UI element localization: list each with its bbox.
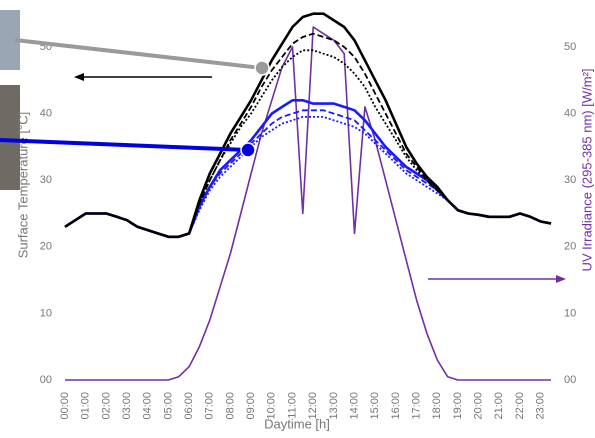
x-tick-label: 01:00 — [80, 392, 92, 420]
series-line — [64, 32, 552, 238]
y2-tick-label: 30 — [564, 174, 576, 186]
y-tick-label: 30 — [40, 174, 52, 186]
y-axis-title: Surface Temperature [°C] — [15, 112, 30, 259]
x-tick-label: 15:00 — [369, 392, 381, 420]
y-tick-label: 10 — [40, 307, 52, 319]
y2-tick-label: 50 — [564, 41, 576, 53]
callout-line — [0, 138, 249, 152]
arrow-head — [74, 73, 84, 81]
callout-dot — [254, 60, 270, 76]
photo-inset — [0, 85, 20, 190]
x-tick-label: 17:00 — [410, 392, 422, 420]
x-tick-label: 04:00 — [142, 392, 154, 420]
x-tick-label: 08:00 — [224, 392, 236, 420]
y-tick-label: 40 — [40, 108, 52, 120]
x-tick-label: 23:00 — [535, 392, 547, 420]
y2-axis-title: UV Irradiance (295-385 nm) [W/m²] — [579, 68, 594, 271]
arrow-head — [556, 275, 566, 283]
x-tick-label: 11:00 — [286, 392, 298, 419]
x-tick-label: 10:00 — [266, 392, 278, 420]
x-tick-label: 20:00 — [473, 392, 485, 420]
callout-line — [14, 38, 263, 70]
x-tick-label: 09:00 — [245, 392, 257, 420]
x-tick-label: 06:00 — [183, 392, 195, 420]
x-axis-title: Daytime [h] — [264, 416, 330, 431]
x-tick-label: 14:00 — [348, 392, 360, 420]
x-tick-label: 02:00 — [100, 392, 112, 420]
y2-tick-label: 20 — [564, 241, 576, 253]
x-tick-label: 13:00 — [328, 392, 340, 420]
x-tick-label: 03:00 — [121, 392, 133, 420]
x-tick-label: 05:00 — [162, 392, 174, 420]
series-line — [64, 116, 552, 238]
x-tick-label: 19:00 — [452, 392, 464, 420]
y-tick-label: 20 — [40, 241, 52, 253]
callouts — [0, 38, 270, 158]
y2-tick-label: 00 — [564, 374, 576, 386]
y2-tick-label: 10 — [564, 307, 576, 319]
callout-dot — [240, 142, 256, 158]
series-line — [64, 12, 552, 239]
x-tick-label: 07:00 — [204, 392, 216, 420]
x-tick-label: 16:00 — [390, 392, 402, 420]
y-tick-label: 00 — [40, 374, 52, 386]
annotations — [74, 73, 566, 283]
y2-tick-label: 40 — [564, 108, 576, 120]
x-tick-label: 21:00 — [493, 392, 505, 420]
series-line — [64, 49, 552, 238]
x-tick-label: 22:00 — [514, 392, 526, 420]
x-tick-label: 18:00 — [431, 392, 443, 420]
x-tick-label: 12:00 — [307, 392, 319, 420]
x-tick-label: 00:00 — [59, 392, 71, 420]
photo-inset — [0, 10, 20, 70]
series-line — [65, 26, 551, 381]
